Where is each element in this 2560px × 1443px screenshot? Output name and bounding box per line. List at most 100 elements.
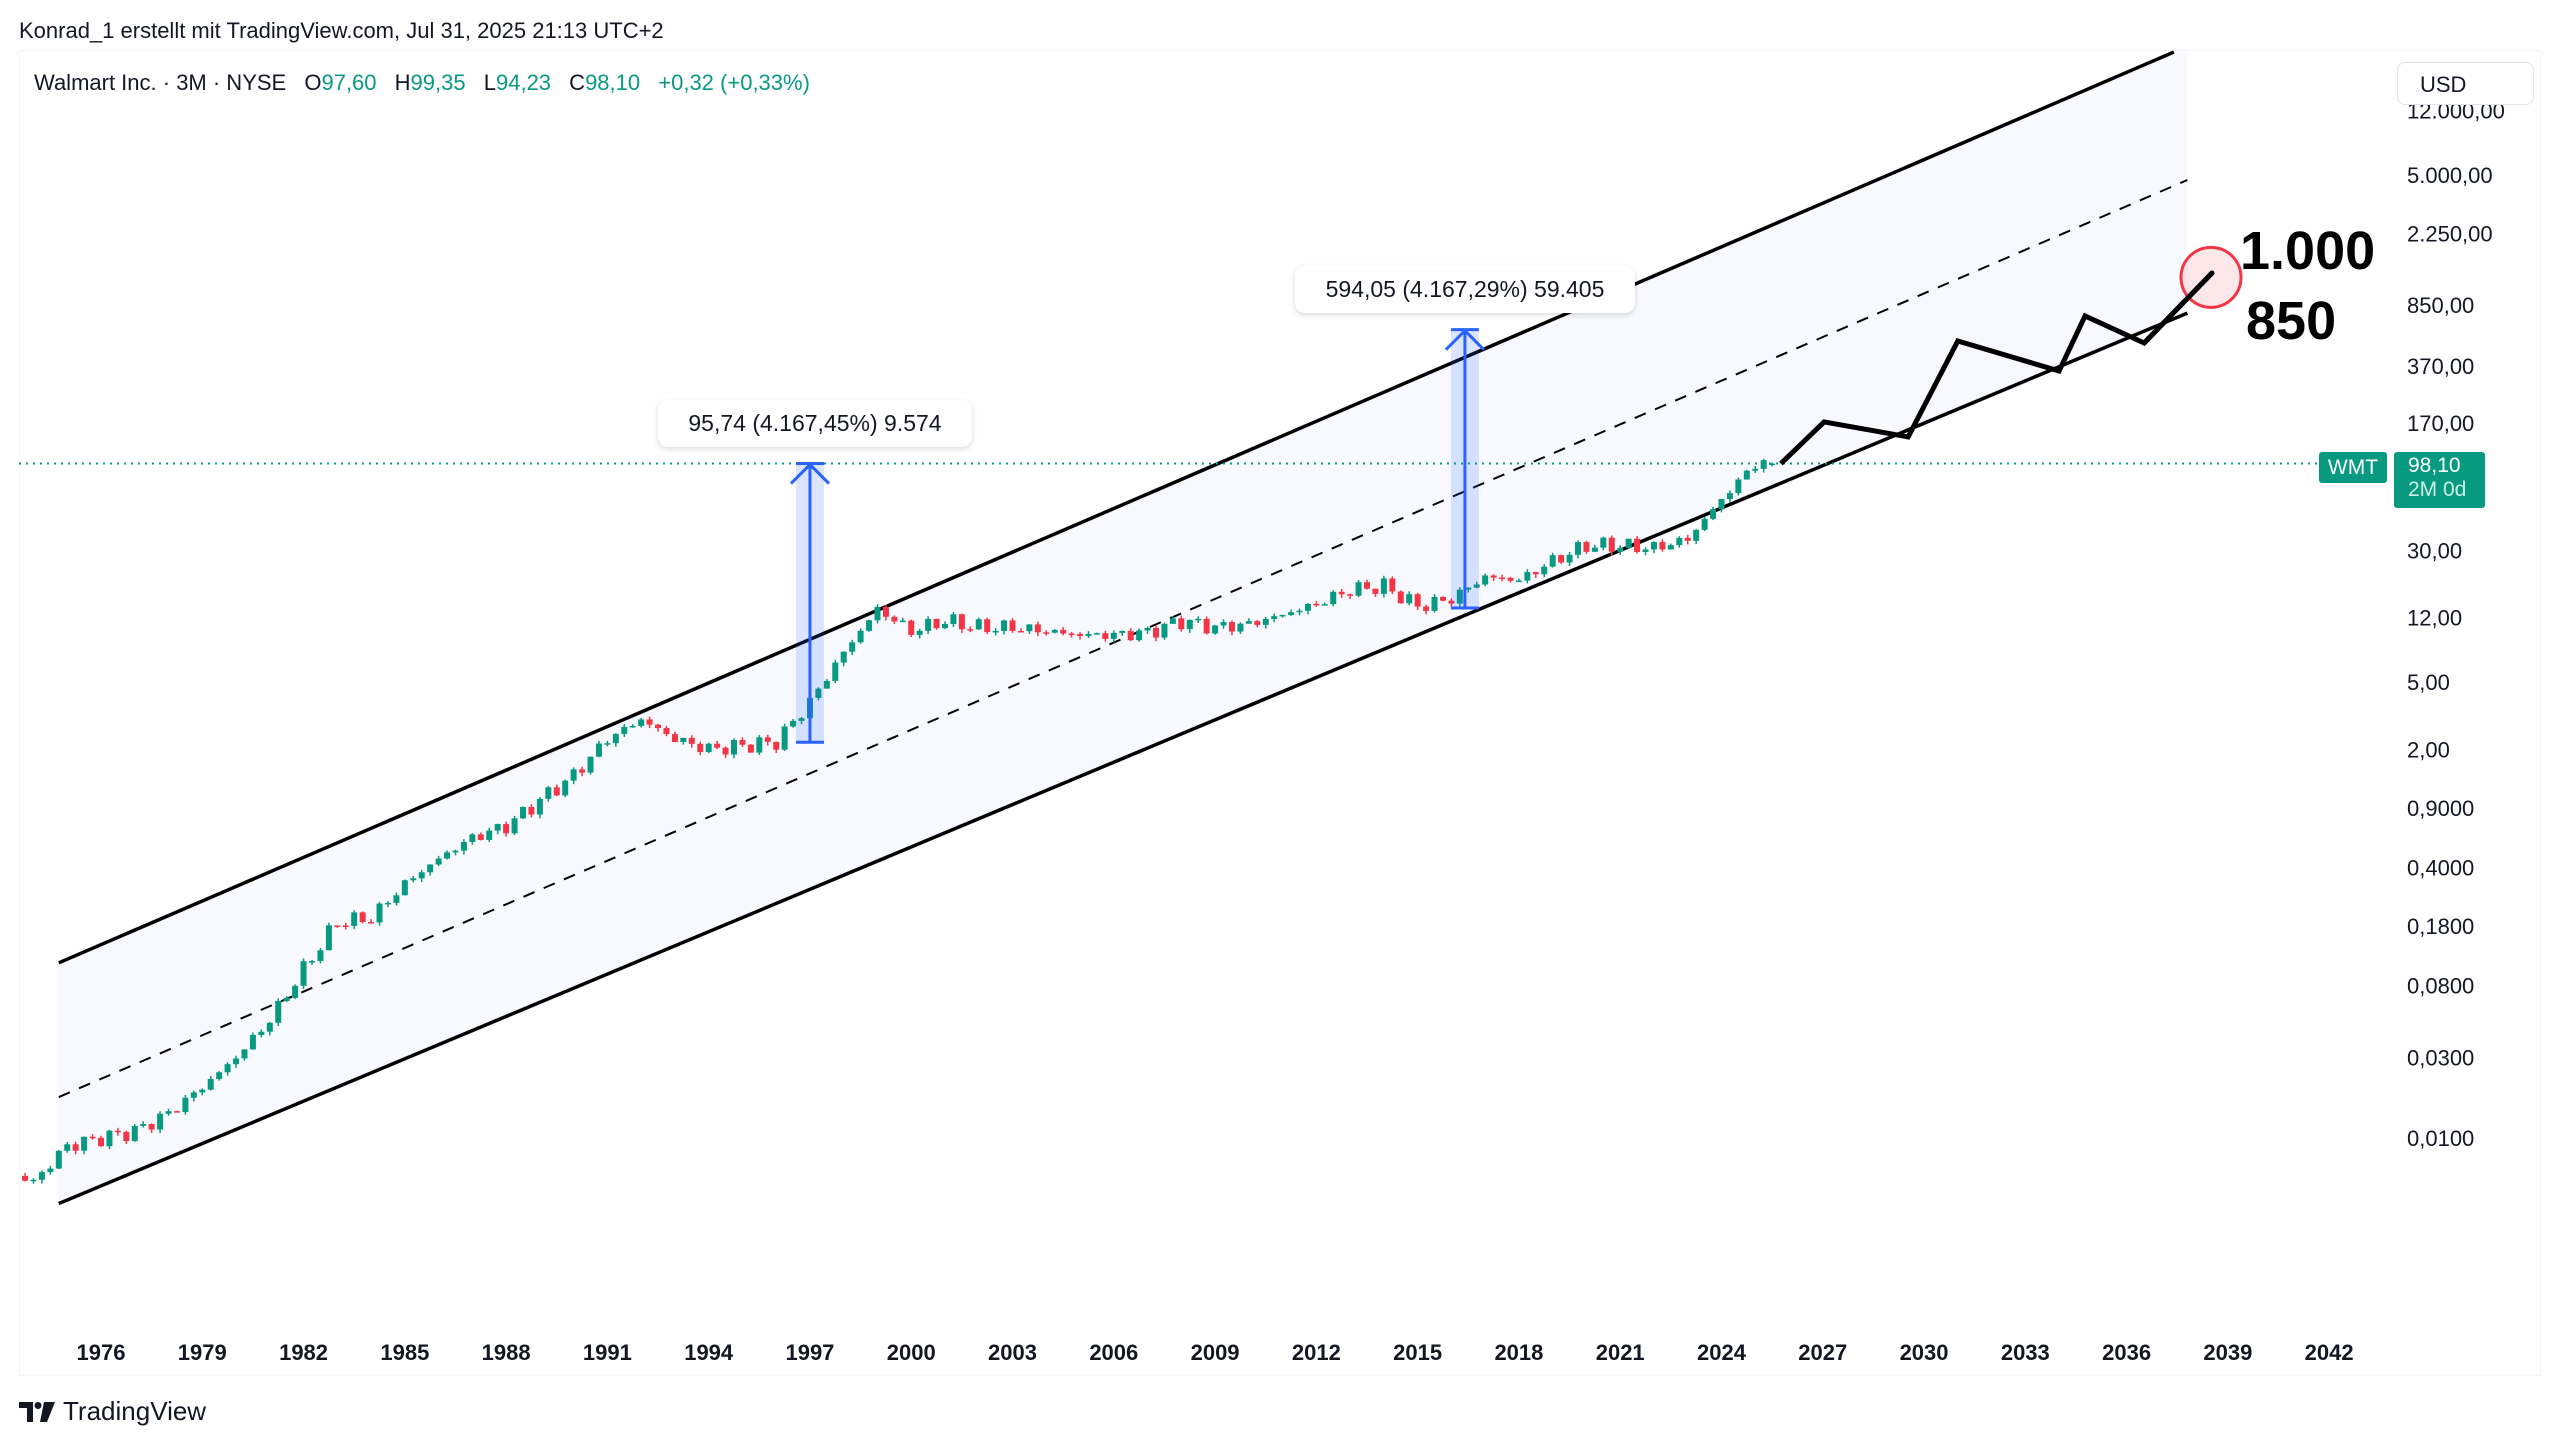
candle-body [536,798,543,815]
price-range-measurements[interactable] [789,328,1485,744]
candle-body [866,620,873,631]
time-tick-label: 2003 [988,1340,1037,1365]
candle-body [224,1064,231,1073]
candle-body [81,1136,88,1151]
time-tick-label: 1997 [785,1340,834,1365]
price-tick-label: 0,0100 [2407,1126,2474,1151]
price-tick-label: 0,0300 [2407,1045,2474,1070]
candle-body [106,1130,113,1147]
candle-body [722,747,729,755]
chart-pane[interactable] [19,50,2541,1376]
projection-zigzag [1779,271,2214,466]
candle-body [1330,591,1337,605]
candle-body [368,922,375,924]
candle-body [1456,589,1463,604]
price-tick-label: 12,00 [2407,606,2462,631]
candle-body [38,1172,45,1180]
candle-body [697,743,704,753]
symbol-legend: Walmart Inc. · 3M · NYSE O97,60 H99,35 L… [34,70,810,96]
candle-body [1507,577,1514,581]
candle-body [1591,547,1598,552]
time-tick-label: 2009 [1191,1340,1240,1365]
time-tick-label: 2021 [1596,1340,1645,1365]
candle-body [1026,624,1033,632]
candle-body [663,728,670,735]
candle-body [114,1130,121,1133]
channel-fill [58,52,2188,1204]
candle-body [1254,621,1261,625]
candle-body [1726,493,1733,500]
candle-body [612,733,619,744]
candle-body [89,1136,96,1139]
symbol-name: Walmart Inc. · 3M · NYSE [34,70,287,95]
candle-body [1161,623,1168,638]
candle-body [1473,584,1480,588]
candle-body [1296,610,1303,613]
candle-body [317,950,324,962]
tradingview-logo[interactable]: TradingView [19,1396,206,1427]
candle-body [714,743,721,748]
candle-body [98,1137,104,1147]
time-tick-label: 1991 [583,1340,632,1365]
candle-body [477,834,484,840]
candle-body [1482,575,1489,585]
candle-body [1465,587,1472,590]
time-tick-label: 2027 [1798,1340,1847,1365]
channel-upper-line [58,50,2175,965]
high-value: 99,35 [410,70,466,95]
parallel-channel[interactable] [58,50,2189,1206]
candle-body [958,614,965,630]
candle-body [857,630,864,643]
candle-body [1110,632,1117,639]
candle-body [1338,591,1345,595]
candle-body [1439,596,1446,601]
time-tick-label: 2000 [887,1340,936,1365]
candle-body [545,787,552,799]
candle-body [207,1079,214,1090]
candle-body [1119,630,1126,633]
change-value: +0,32 (+0,33%) [658,70,810,95]
candle-body [30,1179,37,1182]
candle-body [1043,632,1050,634]
price-tick-label: 2,00 [2407,737,2450,762]
candle-body [233,1058,240,1065]
ticker-label: WMT [2319,452,2387,483]
target-label-1000: 1.000 [2240,221,2376,281]
candle-body [1549,555,1556,567]
arrow-head-icon [1444,328,1485,351]
candle-body [1380,578,1387,594]
candle-body [1676,537,1683,546]
candle-body [832,662,839,681]
candle-body [199,1089,206,1093]
time-tick-label: 2042 [2305,1340,2354,1365]
candle-body [1583,542,1590,552]
candle-body [1524,572,1531,581]
price-tick-label: 850,00 [2407,293,2474,318]
candle-body [342,925,349,927]
candle-body [984,619,991,633]
candle-body [22,1175,29,1181]
candle-body [916,630,923,635]
candle-body [359,912,366,923]
candle-body [1423,606,1430,611]
projection-path[interactable] [1779,245,2243,466]
candle-body [950,614,957,624]
candle-body [579,769,586,773]
time-tick-label: 1976 [77,1340,126,1365]
candle-body [815,688,822,698]
time-axis[interactable]: 1976 1979 1982 1985 1988 1991 1994 1997 2000 2003… [77,1340,2354,1365]
candle-body [849,642,856,652]
candle-body [840,651,847,663]
candle-body [401,880,408,896]
tradingview-logo-icon [19,1401,55,1422]
price-axis[interactable]: 12.000,005.000,002.250,00850,00370,00170… [2407,99,2505,1151]
candle-body [249,1034,256,1050]
candle-body [739,740,746,745]
currency-button[interactable]: USD [2397,62,2534,105]
candle-body [899,620,906,623]
candle-body [452,850,459,853]
candle-body [781,726,788,750]
candle-body [1169,618,1176,624]
candle-body [891,616,898,622]
